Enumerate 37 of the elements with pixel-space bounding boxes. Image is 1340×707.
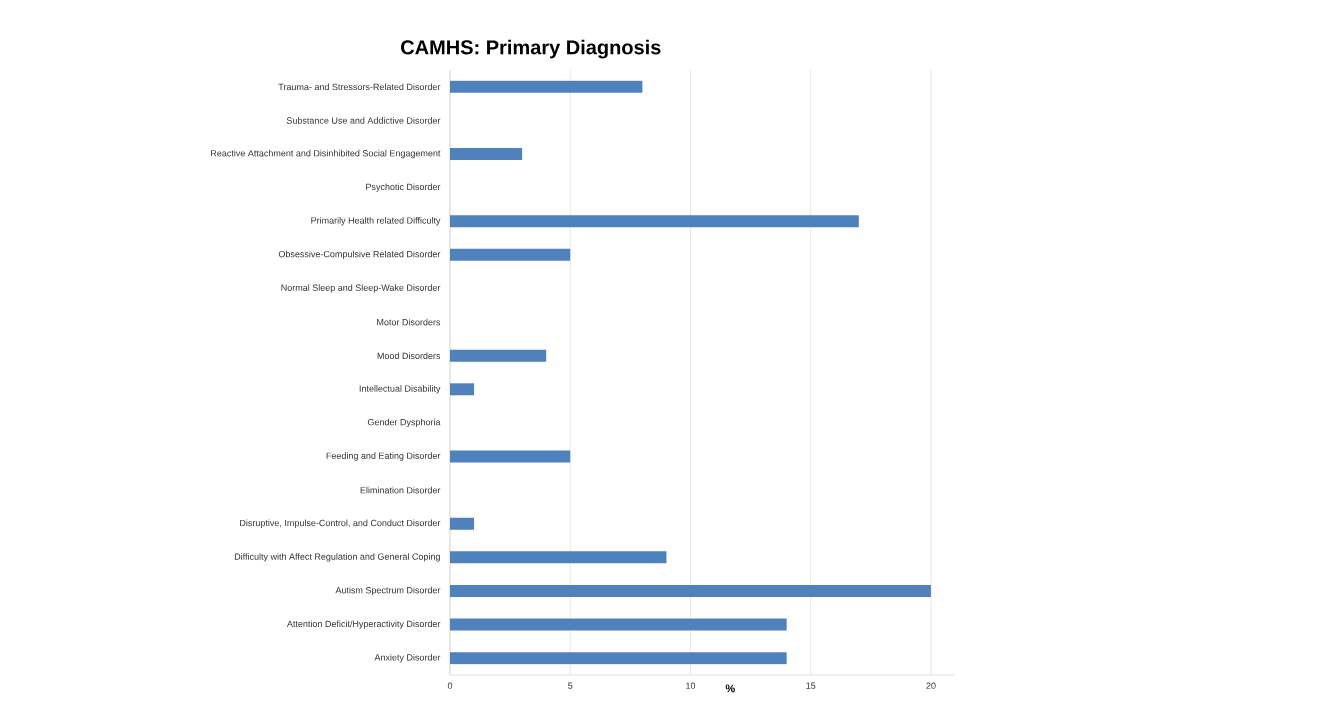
y-tick-label: Disruptive, Impulse-Control, and Conduct Disorder [240, 519, 441, 528]
bar [450, 383, 475, 396]
x-tick-label: 15 [806, 682, 816, 689]
y-tick-label: Gender Dysphoria [367, 418, 441, 428]
bar [450, 584, 931, 597]
y-tick-label: Trauma- and Stressors-Related Disorder [278, 83, 441, 91]
bar [450, 80, 643, 93]
y-tick-label: Difficulty with Affect Regulation and General Coping [234, 553, 440, 562]
bar [450, 148, 523, 161]
y-tick-label: Substance Use and Addictive Disorder [286, 117, 441, 124]
y-tick-label: Anxiety Disorder [374, 654, 441, 663]
y-tick-label: Autism Spectrum Disorder [335, 586, 441, 596]
bar [450, 652, 787, 665]
y-tick-label: Elimination Disorder [360, 486, 441, 494]
y-tick-label: Reactive Attachment and Disinhibited Social Engagement [211, 149, 441, 159]
bar [450, 215, 859, 228]
y-tick-label: Attention Deficit/Hyperactivity Disorder [286, 620, 441, 629]
bar [450, 248, 571, 261]
bar [450, 618, 787, 631]
bar [450, 349, 547, 362]
bar [450, 450, 571, 463]
y-tick-label: Motor Disorders [377, 318, 441, 326]
y-tick-label: Intellectual Disability [359, 385, 441, 394]
y-tick-label: Psychotic Disorder [366, 183, 441, 192]
y-tick-label: Mood Disorders [377, 352, 441, 360]
y-tick-label: Normal Sleep and Sleep-Wake Disorder [281, 284, 441, 293]
bar [450, 517, 475, 530]
y-tick-label: Feeding and Eating Disorder [326, 452, 441, 461]
bar [450, 551, 667, 564]
y-tick-label: Obsessive-Compulsive Related Disorder [278, 250, 441, 260]
x-tick-label: 5 [568, 682, 573, 689]
x-tick-label: 10 [686, 682, 696, 689]
x-tick-label: 20 [926, 682, 936, 689]
y-tick-label: Primarily Health related Difficulty [311, 217, 441, 226]
x-tick-label: 0 [447, 682, 453, 689]
x-axis-title: % [725, 684, 735, 693]
chart-title: CAMHS: Primary Diagnosis [401, 39, 661, 59]
